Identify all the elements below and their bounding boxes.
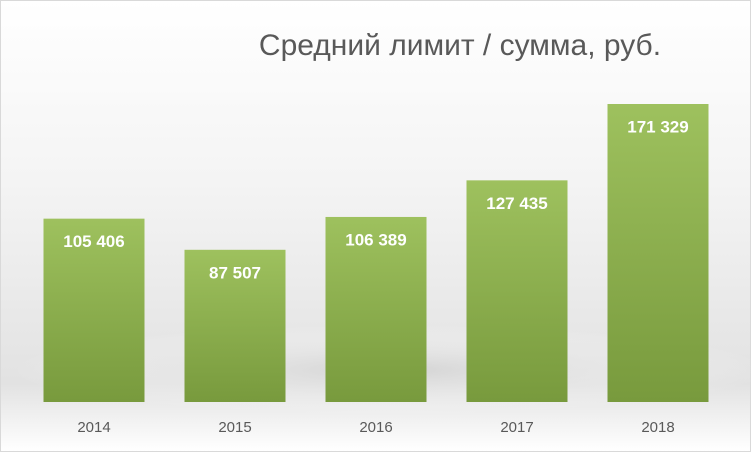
bar	[607, 104, 709, 402]
x-tick-label: 2015	[218, 419, 251, 436]
bar	[43, 218, 145, 402]
data-label: 87 507	[209, 263, 261, 282]
bar	[466, 180, 568, 402]
data-label: 171 329	[627, 117, 688, 136]
x-tick-label: 2017	[500, 419, 533, 436]
bar	[184, 249, 286, 402]
x-tick-label: 2016	[359, 419, 392, 436]
x-tick-label: 2014	[77, 419, 110, 436]
data-label: 105 406	[63, 232, 124, 251]
chart-title: Средний лимит / сумма, руб.	[259, 29, 661, 62]
x-tick-label: 2018	[641, 419, 674, 436]
data-label: 127 435	[486, 194, 547, 213]
bar	[325, 216, 427, 402]
data-label: 106 389	[345, 230, 406, 249]
